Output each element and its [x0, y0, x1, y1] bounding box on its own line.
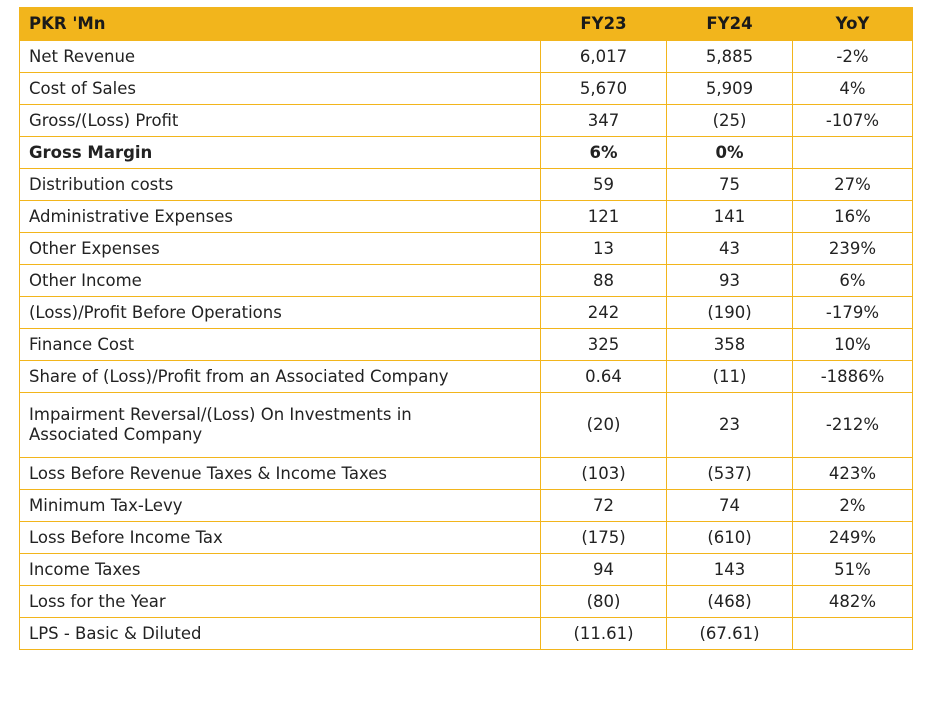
yoy-value	[792, 617, 913, 650]
table-row: Impairment Reversal/(Loss) On Investment…	[19, 392, 913, 458]
table-row: (Loss)/Profit Before Operations 242 (190…	[19, 296, 913, 329]
header-fy24: FY24	[666, 7, 793, 41]
yoy-value: -212%	[792, 392, 913, 458]
fy24-value: 358	[666, 328, 793, 361]
fy23-value: 347	[540, 104, 667, 137]
yoy-value	[792, 136, 913, 169]
fy23-value: 6%	[540, 136, 667, 169]
table-row: Loss Before Income Tax (175) (610) 249%	[19, 521, 913, 554]
table-row: Gross/(Loss) Profit 347 (25) -107%	[19, 104, 913, 137]
fy23-value: 72	[540, 489, 667, 522]
row-label: Finance Cost	[19, 328, 541, 361]
fy24-value: (537)	[666, 457, 793, 490]
row-label: Gross/(Loss) Profit	[19, 104, 541, 137]
fy24-value: 143	[666, 553, 793, 586]
yoy-value: 2%	[792, 489, 913, 522]
table-row: Net Revenue 6,017 5,885 -2%	[19, 40, 913, 73]
yoy-value: -1886%	[792, 360, 913, 393]
yoy-value: -179%	[792, 296, 913, 329]
yoy-value: 482%	[792, 585, 913, 618]
table-header-row: PKR 'Mn FY23 FY24 YoY	[19, 7, 913, 41]
row-label-line-2: Associated Company	[29, 425, 203, 444]
row-label: Other Expenses	[19, 232, 541, 265]
fy23-value: (103)	[540, 457, 667, 490]
yoy-value: -107%	[792, 104, 913, 137]
table-row-gross-margin: Gross Margin 6% 0%	[19, 136, 913, 169]
yoy-value: -2%	[792, 40, 913, 73]
fy24-value: (25)	[666, 104, 793, 137]
row-label: Income Taxes	[19, 553, 541, 586]
fy24-value: (468)	[666, 585, 793, 618]
table-row: LPS - Basic & Diluted (11.61) (67.61)	[19, 617, 913, 650]
fy24-value: (190)	[666, 296, 793, 329]
fy23-value: 6,017	[540, 40, 667, 73]
row-label: Loss for the Year	[19, 585, 541, 618]
fy23-value: 94	[540, 553, 667, 586]
row-label: Administrative Expenses	[19, 200, 541, 233]
yoy-value: 4%	[792, 72, 913, 105]
row-label: Cost of Sales	[19, 72, 541, 105]
row-label: Impairment Reversal/(Loss) On Investment…	[19, 392, 541, 458]
fy24-value: (11)	[666, 360, 793, 393]
table-row: Loss Before Revenue Taxes & Income Taxes…	[19, 457, 913, 490]
row-label: Other Income	[19, 264, 541, 297]
row-label: LPS - Basic & Diluted	[19, 617, 541, 650]
yoy-value: 423%	[792, 457, 913, 490]
table-row: Finance Cost 325 358 10%	[19, 328, 913, 361]
yoy-value: 51%	[792, 553, 913, 586]
row-label: Loss Before Income Tax	[19, 521, 541, 554]
fy24-value: 0%	[666, 136, 793, 169]
fy23-value: 5,670	[540, 72, 667, 105]
row-label: Distribution costs	[19, 168, 541, 201]
fy23-value: (175)	[540, 521, 667, 554]
table-row: Minimum Tax-Levy 72 74 2%	[19, 489, 913, 522]
row-label: Gross Margin	[19, 136, 541, 169]
row-label: Loss Before Revenue Taxes & Income Taxes	[19, 457, 541, 490]
yoy-value: 6%	[792, 264, 913, 297]
row-label-line-1: Impairment Reversal/(Loss) On Investment…	[29, 405, 412, 424]
fy23-value: (20)	[540, 392, 667, 458]
fy23-value: (80)	[540, 585, 667, 618]
fy24-value: 43	[666, 232, 793, 265]
row-label: Minimum Tax-Levy	[19, 489, 541, 522]
yoy-value: 239%	[792, 232, 913, 265]
table-row: Distribution costs 59 75 27%	[19, 168, 913, 201]
fy23-value: (11.61)	[540, 617, 667, 650]
fy23-value: 13	[540, 232, 667, 265]
yoy-value: 16%	[792, 200, 913, 233]
fy23-value: 121	[540, 200, 667, 233]
row-label: (Loss)/Profit Before Operations	[19, 296, 541, 329]
fy23-value: 242	[540, 296, 667, 329]
yoy-value: 249%	[792, 521, 913, 554]
header-yoy: YoY	[792, 7, 913, 41]
fy23-value: 59	[540, 168, 667, 201]
header-label-column: PKR 'Mn	[19, 7, 541, 41]
fy24-value: 74	[666, 489, 793, 522]
table-row: Loss for the Year (80) (468) 482%	[19, 585, 913, 618]
fy24-value: 141	[666, 200, 793, 233]
fy24-value: 5,885	[666, 40, 793, 73]
fy23-value: 325	[540, 328, 667, 361]
table-row: Share of (Loss)/Profit from an Associate…	[19, 360, 913, 393]
row-label: Net Revenue	[19, 40, 541, 73]
fy24-value: (610)	[666, 521, 793, 554]
fy24-value: 75	[666, 168, 793, 201]
table-row: Other Expenses 13 43 239%	[19, 232, 913, 265]
fy23-value: 88	[540, 264, 667, 297]
fy24-value: 5,909	[666, 72, 793, 105]
row-label: Share of (Loss)/Profit from an Associate…	[19, 360, 541, 393]
table-row: Administrative Expenses 121 141 16%	[19, 200, 913, 233]
yoy-value: 27%	[792, 168, 913, 201]
fy24-value: (67.61)	[666, 617, 793, 650]
fy23-value: 0.64	[540, 360, 667, 393]
table-row: Income Taxes 94 143 51%	[19, 553, 913, 586]
financial-summary-table: PKR 'Mn FY23 FY24 YoY Net Revenue 6,017 …	[19, 7, 913, 650]
yoy-value: 10%	[792, 328, 913, 361]
table-row: Other Income 88 93 6%	[19, 264, 913, 297]
fy24-value: 93	[666, 264, 793, 297]
table-row: Cost of Sales 5,670 5,909 4%	[19, 72, 913, 105]
header-fy23: FY23	[540, 7, 667, 41]
fy24-value: 23	[666, 392, 793, 458]
